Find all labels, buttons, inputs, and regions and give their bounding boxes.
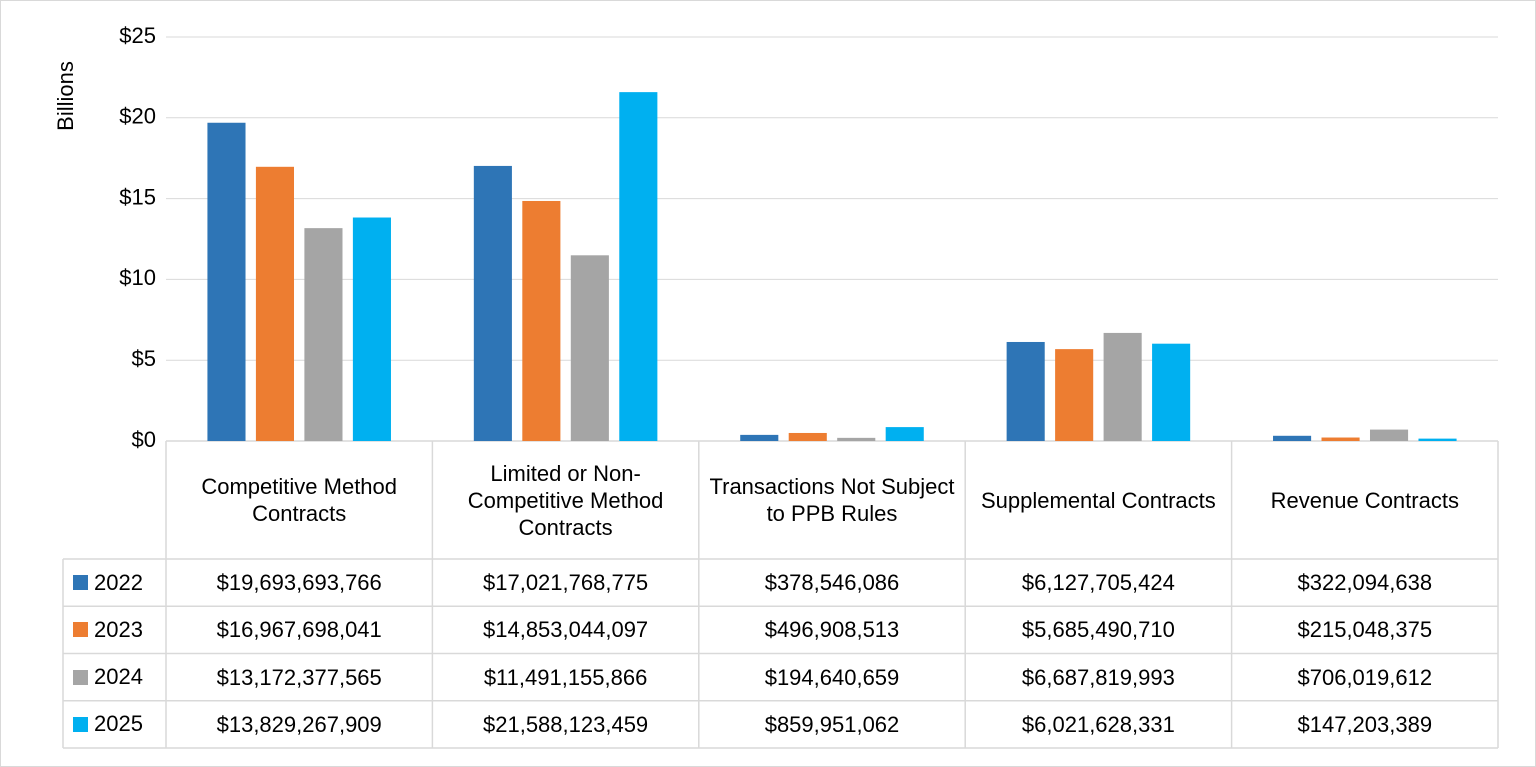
legend-label: 2024: [94, 664, 143, 690]
legend-label: 2023: [94, 616, 143, 642]
table-value: $21,588,123,459: [483, 711, 649, 737]
bar: [304, 228, 343, 441]
y-tick-label: $0: [132, 427, 156, 452]
legend-swatch: [73, 575, 88, 591]
bar: [1006, 341, 1045, 441]
bar: [207, 122, 246, 441]
legend-entry: 2024: [63, 654, 166, 701]
bar: [1369, 429, 1409, 441]
bar: [1321, 437, 1360, 441]
table-value: $5,685,490,710: [1021, 617, 1175, 643]
x-tick-label: Supplemental Contracts: [980, 487, 1216, 513]
legend-label: 2022: [94, 569, 143, 595]
table-value: $14,853,044,097: [483, 617, 649, 643]
x-tick-label: Revenue Contracts: [1270, 487, 1459, 513]
x-tick-label: Transactions Not Subject to PPB Rules: [709, 474, 955, 526]
legend-entry: 2025: [63, 701, 166, 748]
legend-swatch: [73, 716, 88, 732]
legend-label: 2025: [94, 711, 143, 737]
table-value: $6,127,705,424: [1021, 570, 1175, 596]
legend-entry: 2023: [63, 606, 166, 653]
bar: [1418, 438, 1457, 441]
table-value: $17,021,768,775: [483, 570, 649, 596]
table-value: $706,019,612: [1297, 664, 1433, 690]
y-tick-label: $10: [119, 265, 156, 290]
table-value: $6,687,819,993: [1021, 664, 1175, 690]
table-value: $322,094,638: [1297, 570, 1433, 596]
bar: [619, 92, 658, 441]
table-value: $11,491,155,866: [483, 664, 648, 690]
bar: [352, 217, 391, 441]
bar: [473, 165, 512, 441]
table-value: $378,546,086: [764, 570, 900, 596]
table-value: $19,693,693,766: [216, 570, 382, 596]
bar: [522, 200, 561, 441]
table-value: $6,021,628,331: [1021, 711, 1175, 737]
bar: [1152, 343, 1191, 441]
bar: [570, 255, 609, 441]
table-value: $215,048,375: [1297, 617, 1433, 643]
bar: [788, 432, 827, 441]
y-tick-label: $15: [119, 184, 156, 209]
bar: [740, 434, 779, 441]
table-value: $13,829,267,909: [216, 711, 382, 737]
table-value: $147,203,389: [1297, 711, 1433, 737]
table-value: $859,951,062: [764, 711, 900, 737]
x-tick-label: Competitive Method Contracts: [201, 474, 398, 526]
bar: [1055, 349, 1094, 441]
table-value: $13,172,377,565: [216, 664, 382, 690]
bar: [1103, 332, 1142, 441]
bar: [885, 427, 924, 441]
bar: [1273, 435, 1312, 441]
bar: [837, 437, 876, 441]
table-value: $194,640,659: [764, 664, 900, 690]
legend-entry: 2022: [63, 559, 166, 606]
table-value: $496,908,513: [764, 617, 900, 643]
legend-swatch: [73, 669, 88, 685]
legend-swatch: [73, 622, 88, 638]
table-value: $16,967,698,041: [216, 617, 382, 643]
y-tick-label: $25: [119, 23, 156, 48]
y-tick-label: $20: [119, 104, 156, 129]
x-tick-label: Limited or Non-Competitive Method Contra…: [467, 460, 664, 540]
y-tick-label: $5: [132, 346, 156, 371]
bar: [255, 166, 295, 441]
y-axis-label: Billions: [53, 61, 78, 131]
